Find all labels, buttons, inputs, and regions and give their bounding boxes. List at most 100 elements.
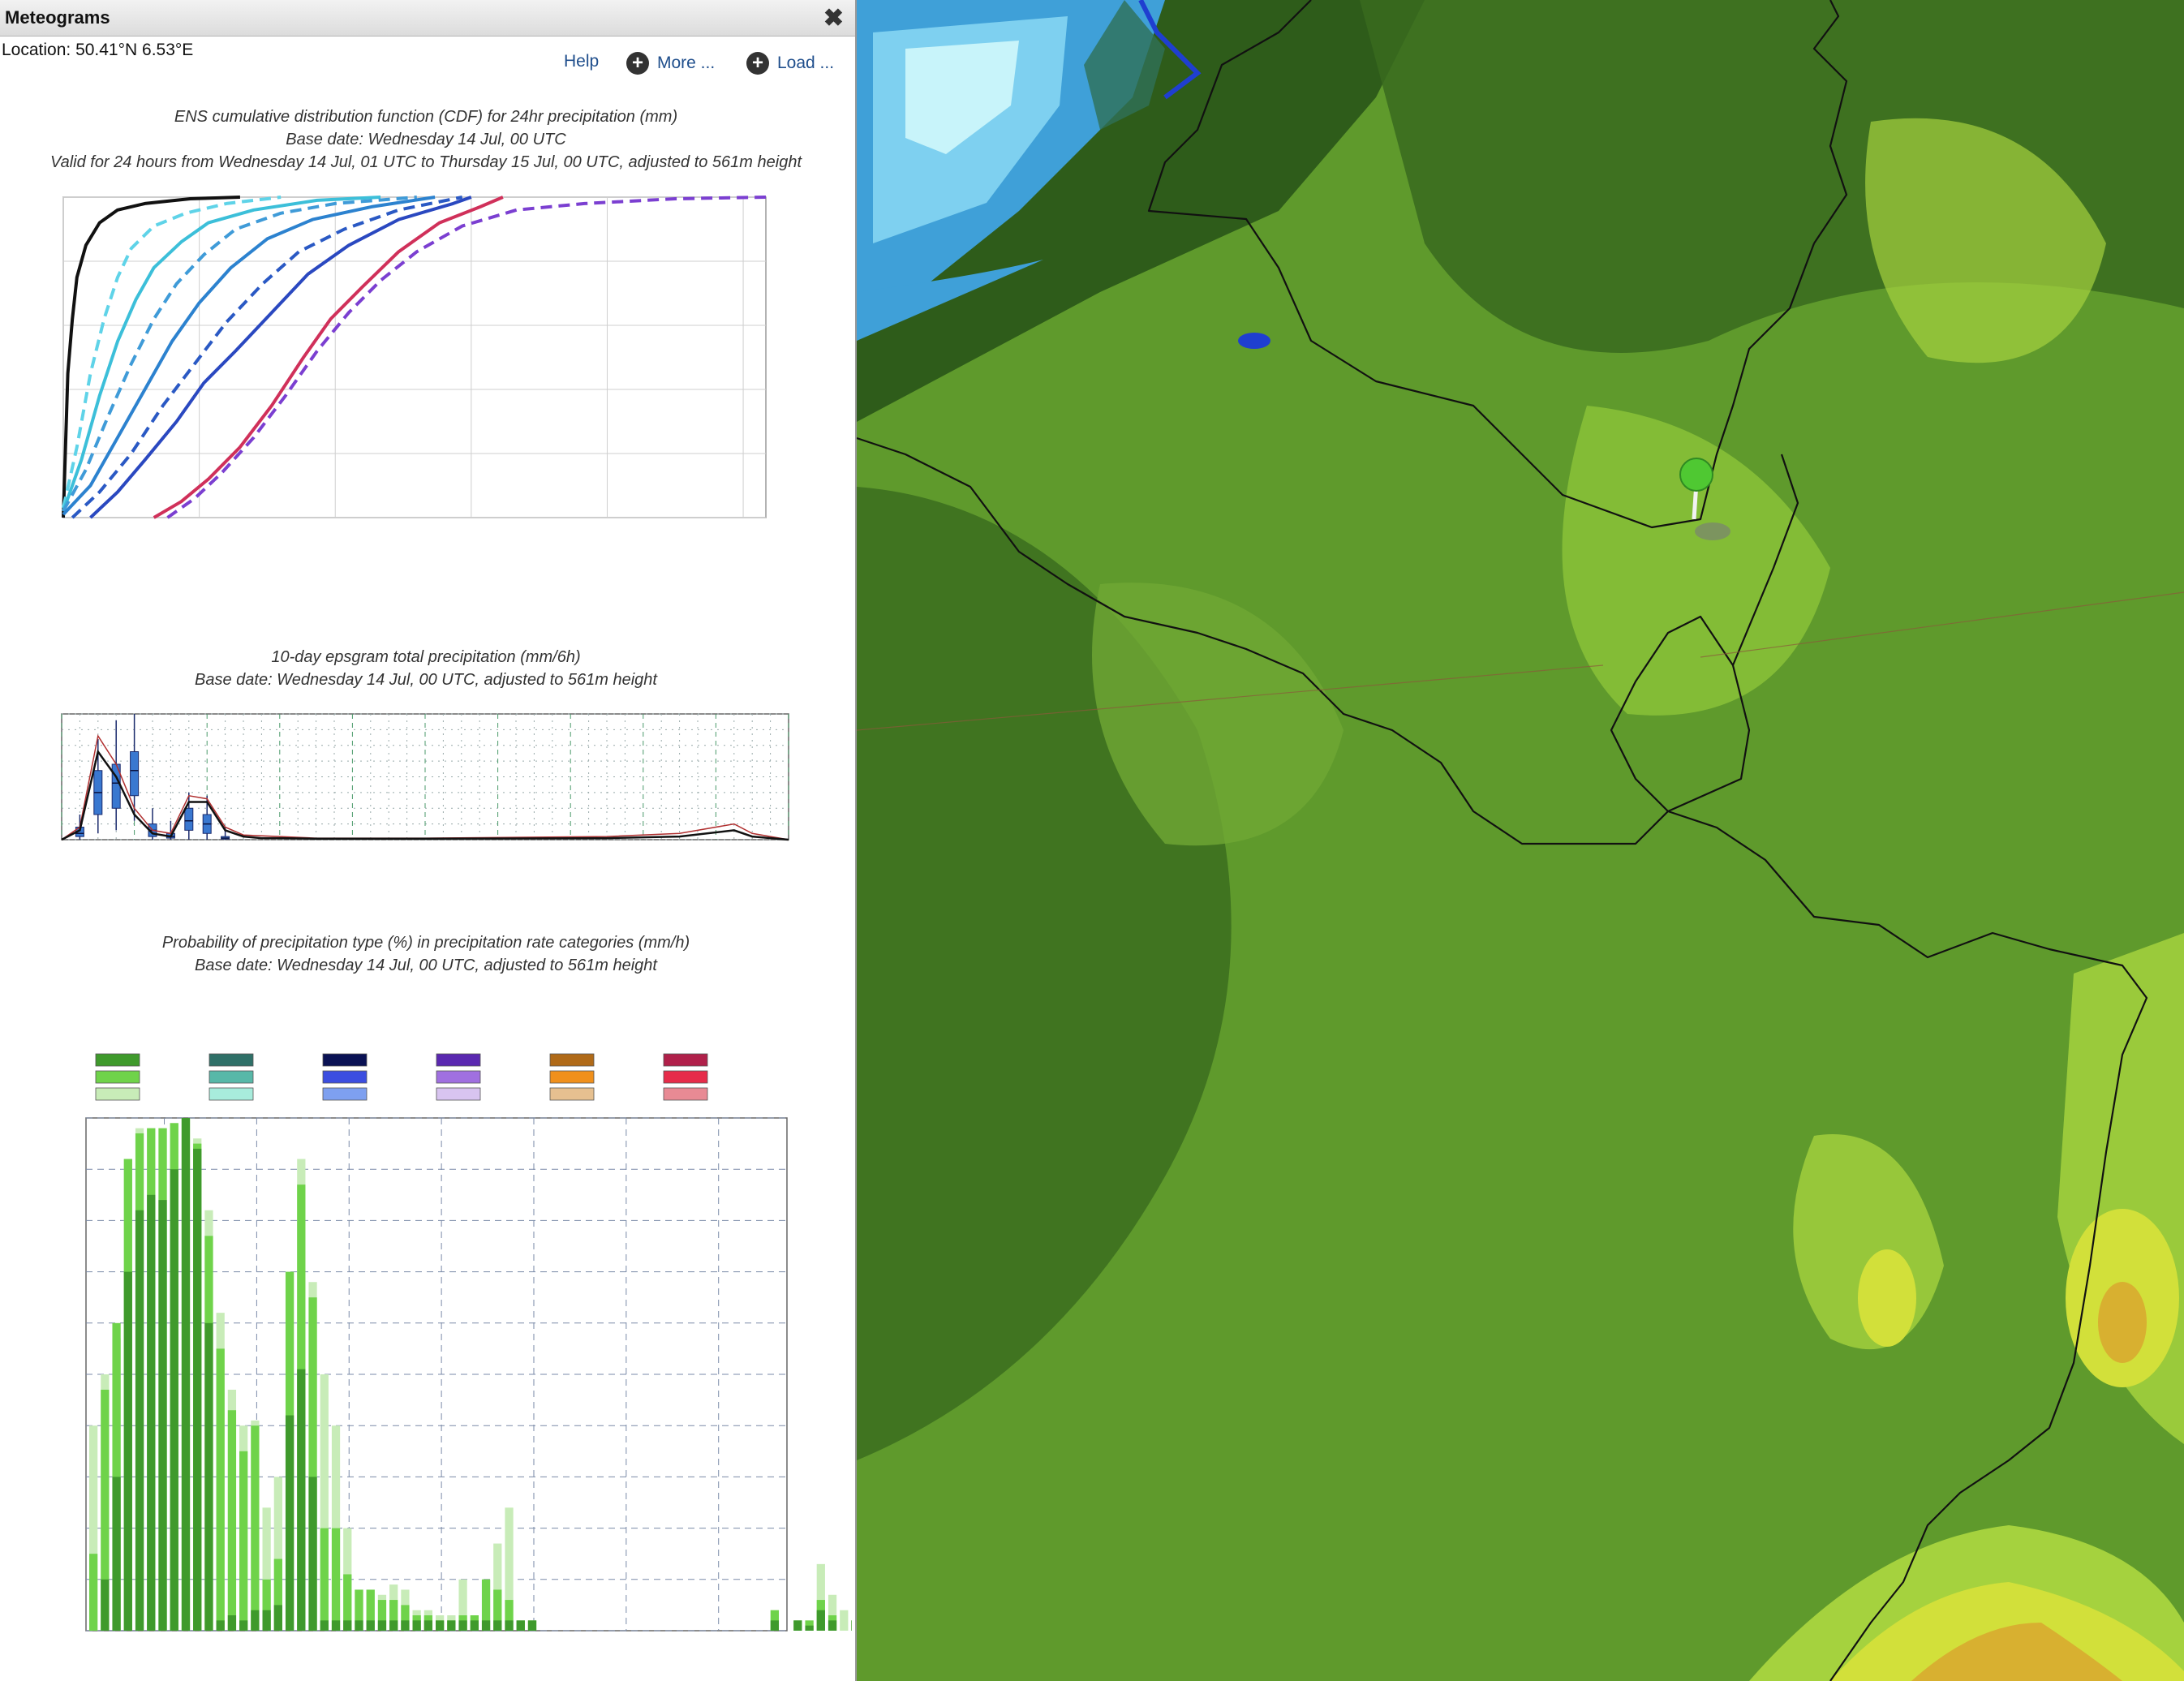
ptype-bar bbox=[389, 1600, 398, 1631]
ptype-bar bbox=[320, 1528, 329, 1631]
ptype-bar bbox=[331, 1528, 341, 1631]
epsgram-title-line: Base date: Wednesday 14 Jul, 00 UTC, adj… bbox=[195, 671, 657, 689]
cdf-series-line bbox=[71, 196, 463, 519]
ptype-bar bbox=[377, 1600, 387, 1631]
cdf-series-line bbox=[62, 196, 417, 513]
ptype-bar bbox=[505, 1507, 514, 1631]
ptype-bar bbox=[239, 1620, 248, 1631]
legend-swatch bbox=[549, 1087, 595, 1101]
ptype-bar bbox=[805, 1620, 814, 1631]
legend-swatch bbox=[209, 1053, 254, 1067]
map-light-region bbox=[1092, 583, 1344, 846]
ptype-bar bbox=[135, 1210, 144, 1631]
map-sea bbox=[905, 41, 1019, 154]
legend-swatch bbox=[95, 1087, 140, 1101]
cdf-chart bbox=[62, 196, 767, 519]
ptype-bar bbox=[101, 1579, 110, 1631]
legend-swatch bbox=[436, 1087, 481, 1101]
legend-swatch bbox=[209, 1070, 254, 1084]
map-orange-spot bbox=[1911, 1623, 2122, 1681]
map-route-line bbox=[857, 664, 1604, 731]
ptype-bar bbox=[308, 1477, 317, 1631]
ptype-chart-title: Probability of precipitation type (%) in… bbox=[0, 931, 852, 977]
ptype-title-line: Probability of precipitation type (%) in… bbox=[161, 934, 690, 952]
legend-swatch bbox=[549, 1070, 595, 1084]
ptype-bar bbox=[320, 1620, 329, 1631]
plus-icon: + bbox=[746, 52, 769, 75]
ptype-bar bbox=[273, 1605, 282, 1631]
ptype-bar bbox=[505, 1620, 514, 1631]
ptype-bar bbox=[123, 1271, 132, 1631]
ptype-bar bbox=[262, 1507, 271, 1631]
ptype-bar bbox=[216, 1348, 225, 1631]
map-country-border bbox=[1731, 454, 1799, 666]
legend-swatch bbox=[95, 1070, 140, 1084]
ptype-bar bbox=[112, 1477, 121, 1631]
map-route-line bbox=[1700, 591, 2184, 658]
map-country-border bbox=[1147, 0, 1816, 529]
ptype-chart bbox=[85, 1053, 852, 1632]
help-label: Help bbox=[564, 52, 600, 71]
legend-swatch bbox=[95, 1053, 140, 1067]
ptype-bar bbox=[493, 1589, 502, 1631]
ptype-bar bbox=[273, 1477, 282, 1631]
map-country-border bbox=[1610, 615, 1751, 813]
legend-swatch bbox=[322, 1053, 368, 1067]
ptype-bar bbox=[343, 1574, 352, 1631]
ptype-bar bbox=[793, 1620, 802, 1631]
cdf-series-line bbox=[166, 196, 767, 519]
ptype-bar bbox=[447, 1620, 456, 1631]
epsgram-box bbox=[184, 807, 194, 831]
ptype-bar bbox=[805, 1625, 814, 1631]
ptype-bar bbox=[239, 1451, 248, 1631]
ptype-bar bbox=[89, 1554, 98, 1631]
ptype-bar bbox=[251, 1610, 260, 1631]
map-light-region bbox=[1562, 406, 1830, 716]
ptype-bar bbox=[251, 1425, 260, 1631]
ptype-bar bbox=[516, 1620, 525, 1631]
map-light-region bbox=[1865, 118, 2106, 363]
ptype-bar bbox=[828, 1620, 837, 1631]
load-button[interactable]: + Load ... bbox=[746, 52, 834, 75]
ptype-bar bbox=[770, 1620, 780, 1631]
map-country-border bbox=[1667, 810, 2148, 1681]
ptype-bar bbox=[273, 1558, 282, 1631]
ptype-bar bbox=[401, 1620, 410, 1631]
ptype-bar bbox=[262, 1579, 271, 1631]
ptype-bar bbox=[366, 1589, 375, 1631]
cdf-series-line bbox=[62, 196, 240, 518]
legend-swatch bbox=[322, 1070, 368, 1084]
panel-title: Meteograms bbox=[5, 7, 110, 28]
ptype-bar bbox=[458, 1620, 467, 1631]
plus-icon: + bbox=[626, 52, 649, 75]
cdf-title-line: Base date: Wednesday 14 Jul, 00 UTC bbox=[286, 131, 566, 148]
help-link[interactable]: Help bbox=[564, 52, 599, 71]
ptype-bar bbox=[355, 1620, 363, 1631]
ptype-bar bbox=[401, 1605, 410, 1631]
close-icon[interactable]: ✖ bbox=[823, 5, 844, 32]
ptype-bar bbox=[147, 1194, 156, 1631]
map-country-border bbox=[1812, 0, 1848, 244]
panel-title-bar: Meteograms ✖ bbox=[0, 0, 855, 37]
epsgram-mean-line bbox=[61, 749, 789, 841]
more-button[interactable]: + More ... bbox=[626, 52, 715, 75]
ptype-bar bbox=[227, 1615, 237, 1631]
map-yellow-spot bbox=[1858, 1249, 1916, 1347]
legend-swatch bbox=[209, 1087, 254, 1101]
epsgram-max-line bbox=[61, 734, 789, 840]
location-pin-icon[interactable] bbox=[1679, 458, 1730, 540]
ptype-bar bbox=[412, 1620, 421, 1631]
ptype-bar bbox=[470, 1620, 479, 1631]
legend-swatch bbox=[549, 1053, 595, 1067]
legend-swatch bbox=[436, 1070, 481, 1084]
meteograms-panel: Meteograms ✖ Location: 50.41°N 6.53°E He… bbox=[0, 0, 857, 1681]
ptype-bar bbox=[851, 1620, 852, 1631]
ptype-bar bbox=[331, 1620, 341, 1631]
map-coastal-water bbox=[1084, 0, 1165, 130]
ptype-bar bbox=[89, 1425, 98, 1631]
weather-map[interactable] bbox=[857, 0, 2184, 1681]
cdf-series-line bbox=[153, 196, 504, 519]
ptype-bar bbox=[493, 1620, 502, 1631]
pin-head bbox=[1679, 458, 1713, 492]
ptype-bar bbox=[158, 1200, 167, 1631]
